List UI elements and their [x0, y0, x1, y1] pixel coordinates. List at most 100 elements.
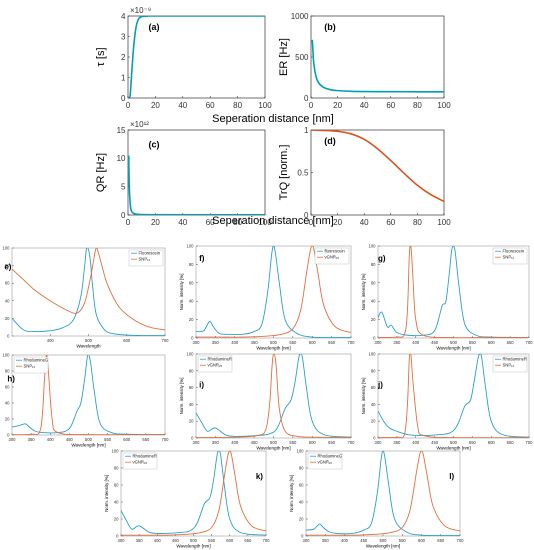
y-tick-label: 80 [189, 368, 194, 373]
y-tick-label: 20 [189, 419, 194, 424]
y-tick-label: 60 [5, 384, 10, 389]
y-tick-label: 100 [187, 351, 195, 356]
y-tick-label: 80 [5, 263, 10, 268]
panel-label: k) [256, 472, 263, 481]
x-tick-label: 650 [507, 340, 515, 345]
x-tick-label: 80 [233, 218, 242, 227]
series-line-fluorescein [378, 246, 529, 338]
x-tick-label: 300 [193, 340, 201, 345]
x-tick-label: 600 [309, 340, 317, 345]
y-tick-label: 500 [295, 53, 309, 62]
x-tick-label: 60 [386, 101, 395, 110]
panel-label: e) [4, 263, 11, 272]
panel-label: f) [199, 254, 205, 263]
x-tick-label: 550 [289, 440, 297, 445]
x-axis-label: Wavelength [nm] [71, 443, 105, 448]
panel-label: j) [377, 380, 383, 389]
x-tick-label: 700 [526, 340, 534, 345]
x-tick-label: 400 [341, 538, 349, 543]
series-line-c-0 [128, 155, 265, 215]
y-exponent-label: ×10¹² [130, 120, 149, 129]
plot-frame [127, 15, 266, 99]
x-tick-label: 40 [178, 101, 187, 110]
y-tick-label: 80 [299, 465, 304, 470]
x-tick-label: 350 [393, 440, 401, 445]
x-tick-label: 450 [360, 538, 368, 543]
x-tick-label: 550 [469, 440, 477, 445]
y-tick-label: 0 [191, 435, 194, 440]
y-tick-label: 20 [5, 416, 10, 421]
legend-box [307, 452, 343, 470]
series-line-snp- [378, 354, 529, 438]
y-axis-label: Norm. intensity [%] [361, 274, 366, 311]
x-tick-label: 350 [322, 538, 330, 543]
series-line-snp- [378, 246, 529, 338]
panel-label: h) [7, 374, 15, 383]
legend-entry: RhodamineG [318, 454, 343, 459]
x-tick-label: 450 [66, 437, 74, 442]
x-tick-label: 20 [333, 101, 342, 110]
x-tick-label: 600 [123, 437, 131, 442]
x-tick-label: 300 [118, 538, 126, 543]
y-tick-label: 0 [121, 211, 126, 220]
chart-panel-i: 300 350 400 450 500 550 600 650 700 0 20 40 60 80 100 N… [179, 351, 355, 450]
panel-label: g) [378, 254, 386, 263]
x-axis-label: Wavelength [nm] [366, 544, 400, 549]
legend-entry: νGNR₂₀ [325, 255, 340, 260]
x-tick-label: 450 [431, 440, 439, 445]
plot-frame [310, 15, 445, 99]
panel-label: i) [199, 380, 204, 389]
x-tick-label: 20 [151, 101, 160, 110]
legend-entry: SNP₁₂ [24, 364, 36, 369]
x-tick-label: 600 [418, 538, 426, 543]
x-tick-label: 450 [172, 538, 180, 543]
x-tick-label: 20 [333, 218, 342, 227]
legend-entry: Fluorescein [139, 251, 161, 256]
series-line--gnr- [306, 451, 460, 536]
x-tick-label: 40 [360, 218, 369, 227]
series-line-rhodaminer [196, 354, 351, 438]
x-tick-label: 700 [526, 440, 534, 445]
chart-panel-f: 300 350 400 450 500 550 600 650 700 0 20 40 60 80 100 N… [179, 243, 355, 350]
y-axis-label: QR [Hz] [95, 153, 107, 192]
y-tick-label: 0 [373, 435, 376, 440]
x-tick-label: 500 [450, 340, 458, 345]
x-tick-label: 80 [233, 101, 242, 110]
x-tick-label: 500 [85, 437, 93, 442]
x-tick-label: 500 [85, 338, 93, 343]
y-tick-label: 20 [299, 516, 304, 521]
series-line-fluorescein [196, 246, 351, 338]
x-tick-label: 60 [386, 218, 395, 227]
y-tick-label: 80 [189, 262, 194, 267]
x-tick-label: 400 [47, 338, 55, 343]
y-tick-label: 80 [5, 368, 10, 373]
x-tick-label: 0 [126, 218, 131, 227]
chart-panel-j: 300 350 400 450 500 550 600 650 700 0 20 40 60 80 100 N… [361, 351, 533, 450]
series-line-snp- [12, 248, 165, 331]
y-tick-label: 80 [114, 465, 119, 470]
x-tick-label: 450 [251, 340, 259, 345]
x-tick-label: 40 [178, 218, 187, 227]
panel-label: (d) [324, 136, 336, 146]
y-tick-label: 100 [369, 243, 377, 248]
series-line-fluorescein [12, 248, 165, 336]
chart-panel-k: 300 350 400 450 500 550 600 650 700 0 20 40 60 80 100 N… [104, 448, 270, 548]
x-axis-label: Wavelength [nm] [256, 346, 290, 351]
chart-panel-d: 0 20 40 60 80 100 0 0.5 1 TrQ [norm.] (d) [278, 126, 451, 227]
x-tick-label: 400 [231, 440, 239, 445]
x-tick-label: 60 [206, 101, 215, 110]
x-tick-label: 350 [212, 440, 220, 445]
x-tick-label: 400 [412, 340, 420, 345]
y-tick-label: 40 [189, 299, 194, 304]
bottom-xlabel: Seperation distance [nm] [212, 215, 334, 227]
x-tick-label: 500 [380, 538, 388, 543]
x-tick-label: 100 [437, 101, 451, 110]
y-tick-label: 100 [187, 243, 195, 248]
